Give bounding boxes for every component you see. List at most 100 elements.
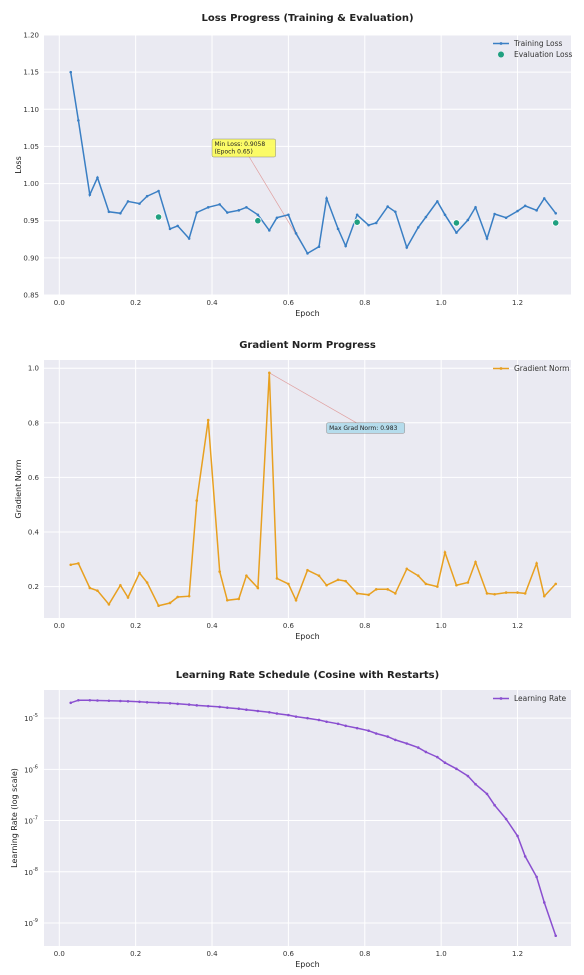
data-point [88,193,92,197]
data-point [245,574,248,577]
data-point [325,720,328,724]
data-point [268,371,271,375]
data-point [344,724,347,728]
data-point [237,707,241,710]
data-point [138,571,141,575]
data-point [138,700,141,704]
series-1 [69,70,558,255]
data-point [394,738,397,742]
data-point [168,702,172,705]
data-point [443,213,447,217]
y-tick-label: 10-5 [24,713,38,723]
plot-area [44,35,571,295]
data-point [77,698,80,702]
data-point [157,604,160,608]
x-tick-label: 0.2 [130,299,141,307]
data-point [405,246,409,249]
data-point [237,209,241,212]
data-point [96,176,99,179]
data-point [77,562,80,565]
chart-title: Loss Progress (Training & Evaluation) [201,13,413,24]
data-point [416,746,420,749]
data-point [245,206,248,209]
y-tick-label: 0.8 [28,419,39,427]
data-point [436,755,439,759]
data-point [195,704,199,707]
series-1 [69,698,558,938]
data-point [436,585,439,588]
y-tick-label: 10-6 [24,764,38,774]
data-point [287,713,290,717]
data-point [88,698,92,702]
data-point [424,582,428,586]
data-point [416,574,420,577]
y-tick-label: 1.20 [23,32,39,40]
data-point [367,593,370,597]
data-point [176,224,179,228]
data-point [206,704,210,708]
data-point [145,194,149,198]
legend: Learning Rate [493,694,567,703]
data-point [69,701,73,705]
annotation-arrow [269,372,366,429]
y-tick-exponent: -9 [33,918,38,924]
data-point [145,581,149,584]
y-tick-label: 0.90 [23,254,39,262]
data-point [126,596,130,599]
data-point [374,221,378,225]
data-point [474,560,477,564]
data-point [336,227,340,231]
data-point [119,699,122,703]
chart-1: 0.0 0.2 0.4 0.6 0.8 1.0 1.2 0.85 0.90 0.95 1.00 1.0… [14,13,572,318]
data-point [554,582,558,586]
x-tick-label: 0.4 [206,299,218,307]
data-point [317,245,321,249]
data-point [455,231,458,234]
data-point [195,499,199,502]
data-point [256,586,260,590]
data-point [107,210,111,214]
series-2 [154,213,560,227]
chart-title: Learning Rate Schedule (Cosine with Rest… [176,670,439,681]
annotation: Max Grad Norm: 0.983 [269,372,405,434]
data-point [535,562,538,565]
x-tick-label: 0.0 [54,299,65,307]
data-point [145,700,149,704]
data-point [474,206,477,209]
data-point [317,574,321,577]
data-point [344,244,347,248]
series-line [70,699,557,937]
x-tick-label: 0.0 [54,950,65,958]
data-point [268,229,271,232]
data-point [187,237,191,240]
data-point [535,209,538,212]
data-point [306,716,309,720]
data-point [336,578,340,582]
data-point [168,601,172,605]
data-point [374,588,378,591]
x-tick-label: 0.4 [206,622,218,630]
y-tick-base: 10 [24,766,33,774]
y-tick-exponent: -6 [33,764,38,770]
legend-swatch-marker [499,697,503,700]
data-point [275,712,279,715]
data-point [443,551,447,554]
data-point [455,583,458,587]
data-point [485,592,489,595]
data-point [552,219,560,227]
data-point [367,223,370,227]
data-point [523,204,527,208]
data-point [226,211,229,214]
x-tick-label: 0.6 [283,950,295,958]
annotation: Min Loss: 0.9058(Epoch 0.65) [211,138,308,254]
y-tick-label: 0.4 [28,529,40,537]
data-point [138,202,141,205]
y-tick-label: 0.95 [23,217,39,225]
data-point [466,581,470,584]
data-point [287,582,290,586]
data-point [325,197,328,200]
y-tick-label: 10-7 [24,816,38,826]
annotation-box [211,138,276,158]
series-line [69,71,557,255]
data-point [542,594,546,598]
